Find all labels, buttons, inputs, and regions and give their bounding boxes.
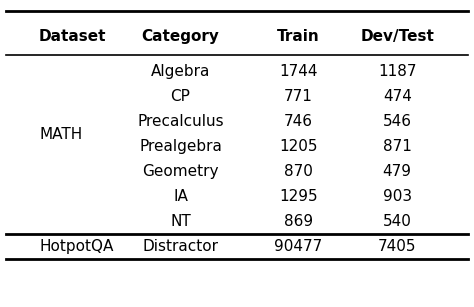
Text: 771: 771 [284,89,313,104]
Text: 479: 479 [383,164,412,179]
Text: HotpotQA: HotpotQA [39,239,113,254]
Text: 7405: 7405 [378,239,417,254]
Text: 90477: 90477 [274,239,322,254]
Text: 474: 474 [383,89,411,104]
Text: 903: 903 [383,189,412,204]
Text: 546: 546 [383,114,412,129]
Text: 870: 870 [284,164,313,179]
Text: 1187: 1187 [378,64,417,79]
Text: CP: CP [171,89,191,104]
Text: 540: 540 [383,214,411,229]
Text: 871: 871 [383,139,411,154]
Text: Precalculus: Precalculus [137,114,224,129]
Text: Algebra: Algebra [151,64,210,79]
Text: Dev/Test: Dev/Test [360,29,434,44]
Text: Category: Category [142,29,219,44]
Text: Distractor: Distractor [143,239,219,254]
Text: Train: Train [277,29,319,44]
Text: MATH: MATH [39,126,82,142]
Text: 869: 869 [284,214,313,229]
Text: NT: NT [170,214,191,229]
Text: 1295: 1295 [279,189,318,204]
Text: 1205: 1205 [279,139,318,154]
Text: 746: 746 [284,114,313,129]
Text: Dataset: Dataset [39,29,107,44]
Text: Geometry: Geometry [142,164,219,179]
Text: IA: IA [173,189,188,204]
Text: Prealgebra: Prealgebra [139,139,222,154]
Text: 1744: 1744 [279,64,318,79]
